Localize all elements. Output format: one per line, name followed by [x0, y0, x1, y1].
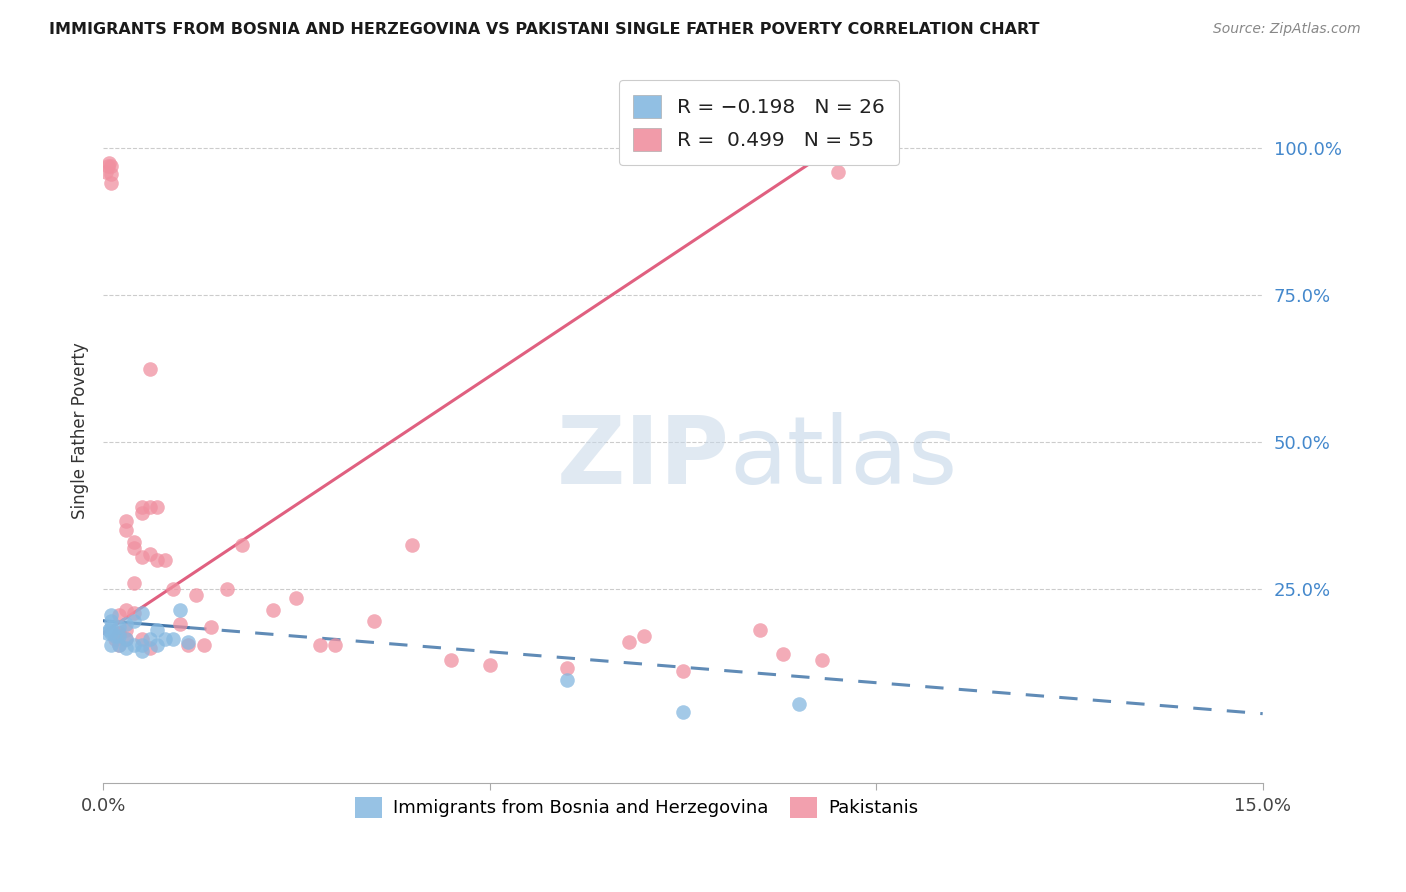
Point	[100, 608, 122, 623]
Point	[138, 632, 160, 646]
Point	[162, 582, 184, 596]
Point	[131, 632, 153, 646]
Point	[107, 626, 129, 640]
Text: IMMIGRANTS FROM BOSNIA AND HERZEGOVINA VS PAKISTANI SINGLE FATHER POVERTY CORREL: IMMIGRANTS FROM BOSNIA AND HERZEGOVINA V…	[49, 22, 1039, 37]
Point	[401, 538, 423, 552]
Point	[122, 535, 145, 549]
Point	[162, 632, 184, 646]
Point	[285, 591, 308, 605]
Point	[96, 164, 118, 178]
Point	[104, 629, 127, 643]
Text: ZIP: ZIP	[557, 412, 730, 505]
Point	[153, 632, 176, 646]
Point	[177, 638, 200, 652]
Point	[131, 506, 153, 520]
Point	[138, 547, 160, 561]
Point	[107, 626, 129, 640]
Point	[100, 168, 122, 182]
Point	[122, 606, 145, 620]
Point	[146, 638, 169, 652]
Point	[115, 515, 138, 529]
Y-axis label: Single Father Poverty: Single Father Poverty	[72, 342, 89, 518]
Point	[138, 361, 160, 376]
Point	[100, 626, 122, 640]
Point	[115, 617, 138, 632]
Point	[122, 615, 145, 629]
Point	[440, 652, 463, 666]
Point	[672, 665, 695, 679]
Point	[555, 661, 578, 675]
Point	[153, 552, 176, 566]
Point	[100, 638, 122, 652]
Point	[107, 608, 129, 623]
Point	[215, 582, 238, 596]
Point	[100, 176, 122, 190]
Point	[107, 638, 129, 652]
Point	[122, 638, 145, 652]
Point	[177, 635, 200, 649]
Point	[104, 632, 127, 646]
Point	[100, 159, 122, 173]
Point	[98, 623, 121, 637]
Point	[787, 697, 810, 711]
Point	[115, 523, 138, 537]
Point	[98, 155, 121, 169]
Point	[97, 159, 120, 173]
Point	[115, 640, 138, 655]
Point	[122, 541, 145, 555]
Point	[672, 706, 695, 720]
Point	[146, 623, 169, 637]
Point	[827, 164, 849, 178]
Point	[200, 620, 222, 634]
Point	[138, 640, 160, 655]
Point	[323, 638, 346, 652]
Point	[131, 644, 153, 658]
Point	[633, 629, 655, 643]
Point	[115, 632, 138, 646]
Point	[107, 629, 129, 643]
Point	[107, 620, 129, 634]
Point	[749, 623, 772, 637]
Point	[308, 638, 330, 652]
Point	[478, 658, 501, 673]
Point	[115, 632, 138, 646]
Point	[96, 626, 118, 640]
Point	[100, 615, 122, 629]
Point	[107, 638, 129, 652]
Point	[146, 552, 169, 566]
Point	[231, 538, 253, 552]
Point	[811, 652, 834, 666]
Point	[169, 617, 191, 632]
Point	[262, 602, 284, 616]
Point	[138, 500, 160, 514]
Text: Source: ZipAtlas.com: Source: ZipAtlas.com	[1213, 22, 1361, 37]
Point	[131, 549, 153, 564]
Point	[772, 647, 794, 661]
Text: atlas: atlas	[730, 412, 957, 505]
Point	[115, 602, 138, 616]
Point	[131, 500, 153, 514]
Point	[184, 588, 207, 602]
Point	[131, 606, 153, 620]
Point	[122, 576, 145, 591]
Point	[617, 635, 640, 649]
Legend: Immigrants from Bosnia and Herzegovina, Pakistanis: Immigrants from Bosnia and Herzegovina, …	[347, 789, 925, 825]
Point	[169, 602, 191, 616]
Point	[100, 620, 122, 634]
Point	[146, 500, 169, 514]
Point	[131, 638, 153, 652]
Point	[555, 673, 578, 688]
Point	[193, 638, 215, 652]
Point	[363, 615, 385, 629]
Point	[115, 623, 138, 637]
